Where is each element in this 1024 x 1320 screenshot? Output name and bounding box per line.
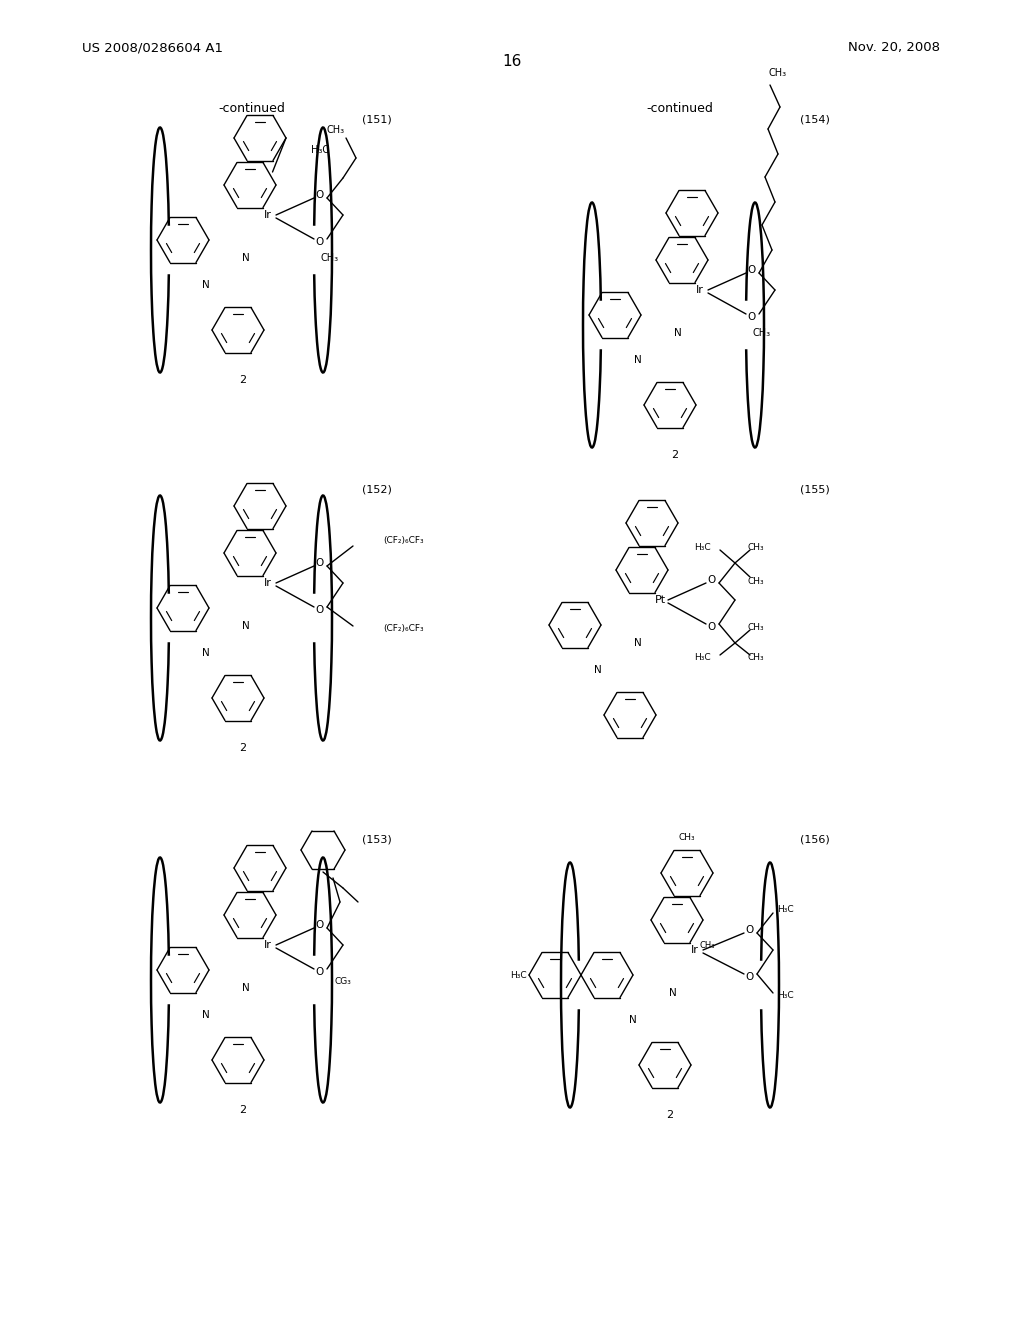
Text: Ir: Ir: [264, 578, 272, 587]
Text: CH₃: CH₃: [769, 69, 787, 78]
Text: N: N: [202, 280, 210, 290]
Text: CH₃: CH₃: [679, 833, 695, 842]
Text: H₃C: H₃C: [693, 652, 711, 661]
Text: N: N: [669, 987, 677, 998]
Text: O: O: [748, 312, 756, 322]
Text: Ir: Ir: [264, 210, 272, 220]
Text: O: O: [708, 576, 716, 585]
Text: (152): (152): [362, 484, 392, 495]
Text: 2: 2: [240, 375, 247, 385]
Text: N: N: [629, 1015, 637, 1026]
Text: 2: 2: [240, 743, 247, 752]
Text: N: N: [202, 648, 210, 657]
Text: 2: 2: [240, 1105, 247, 1115]
Text: 2: 2: [667, 1110, 674, 1119]
Text: N: N: [242, 983, 250, 993]
Text: O: O: [708, 622, 716, 632]
Text: CH₃: CH₃: [700, 940, 716, 949]
Text: (151): (151): [362, 115, 392, 125]
Text: Ir: Ir: [264, 940, 272, 950]
Text: O: O: [315, 190, 325, 201]
Text: O: O: [315, 605, 325, 615]
Text: (155): (155): [800, 484, 829, 495]
Text: CH₃: CH₃: [321, 253, 339, 263]
Text: N: N: [674, 327, 682, 338]
Text: CH₃: CH₃: [748, 623, 764, 631]
Text: 2: 2: [672, 450, 679, 459]
Text: (156): (156): [800, 836, 829, 845]
Text: CH₃: CH₃: [327, 125, 345, 135]
Text: CG₃: CG₃: [335, 978, 351, 986]
Text: O: O: [315, 558, 325, 568]
Text: O: O: [745, 972, 754, 982]
Text: H₃C: H₃C: [776, 904, 794, 913]
Text: N: N: [202, 1010, 210, 1020]
Text: (154): (154): [800, 115, 829, 125]
Text: -continued: -continued: [218, 102, 286, 115]
Text: O: O: [748, 265, 756, 275]
Text: -continued: -continued: [646, 102, 714, 115]
Text: US 2008/0286604 A1: US 2008/0286604 A1: [82, 41, 223, 54]
Text: O: O: [315, 968, 325, 977]
Text: N: N: [242, 620, 250, 631]
Text: O: O: [315, 920, 325, 931]
Text: N: N: [634, 638, 642, 648]
Text: H₃C: H₃C: [510, 970, 527, 979]
Text: 16: 16: [503, 54, 521, 70]
Text: Ir: Ir: [696, 285, 703, 294]
Text: (153): (153): [362, 836, 392, 845]
Text: Pt: Pt: [654, 595, 666, 605]
Text: H₃C: H₃C: [693, 544, 711, 553]
Text: CH₃: CH₃: [748, 544, 764, 553]
Text: CH₃: CH₃: [753, 327, 771, 338]
Text: H₃C: H₃C: [311, 145, 329, 154]
Text: CH₃: CH₃: [748, 577, 764, 586]
Text: N: N: [634, 355, 642, 366]
Text: CH₃: CH₃: [748, 652, 764, 661]
Text: O: O: [315, 238, 325, 247]
Text: N: N: [242, 253, 250, 263]
Text: H₃C: H₃C: [776, 990, 794, 999]
Text: Nov. 20, 2008: Nov. 20, 2008: [848, 41, 940, 54]
Text: O: O: [745, 925, 754, 935]
Text: (CF₂)₆CF₃: (CF₂)₆CF₃: [383, 536, 424, 544]
Text: N: N: [594, 665, 602, 675]
Text: (CF₂)₆CF₃: (CF₂)₆CF₃: [383, 623, 424, 632]
Text: Ir: Ir: [691, 945, 699, 954]
